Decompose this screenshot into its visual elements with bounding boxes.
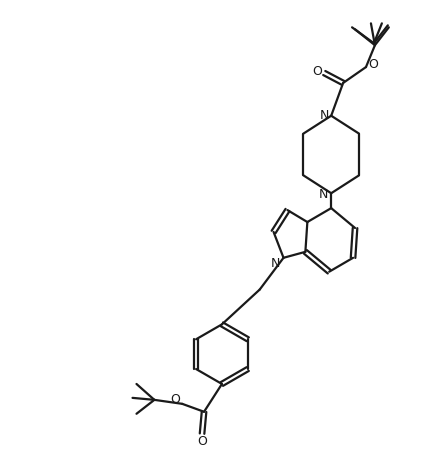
Text: N: N bbox=[271, 257, 280, 270]
Text: O: O bbox=[368, 58, 378, 70]
Text: O: O bbox=[170, 393, 180, 406]
Text: N: N bbox=[319, 109, 329, 122]
Text: N: N bbox=[319, 188, 328, 201]
Text: O: O bbox=[312, 64, 322, 78]
Text: O: O bbox=[197, 435, 207, 448]
